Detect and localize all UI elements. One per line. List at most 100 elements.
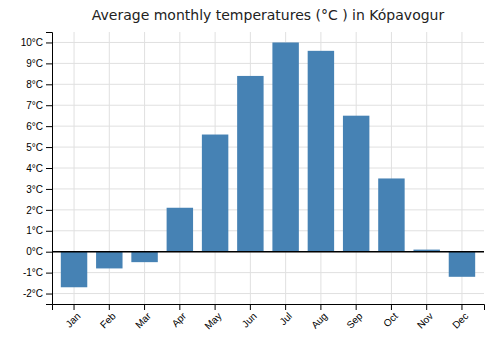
tick-mark: [144, 304, 145, 310]
grid-line: [52, 168, 484, 169]
tick-label: 4°C: [26, 163, 43, 174]
tick: Sep: [344, 304, 365, 331]
tick-mark: [46, 189, 52, 190]
bar: [96, 252, 122, 269]
bar: [308, 51, 334, 252]
tick: Jun: [240, 304, 259, 330]
tick-label: 8°C: [26, 79, 43, 90]
tick: 10°C: [21, 37, 52, 48]
tick-mark: [285, 304, 286, 310]
grid-line: [52, 63, 484, 64]
tick-mark: [426, 304, 427, 310]
tick-mark: [46, 252, 52, 253]
tick-mark: [461, 304, 462, 310]
grid-line: [52, 272, 484, 273]
bar: [449, 252, 475, 277]
tick: Jan: [63, 304, 82, 330]
tick-label: 3°C: [26, 184, 43, 195]
tick: May: [202, 304, 223, 332]
tick: 7°C: [26, 100, 52, 111]
zero-line: [52, 251, 484, 253]
tick-label: Feb: [98, 310, 118, 330]
bar: [237, 76, 263, 252]
grid-line: [52, 42, 484, 43]
tick: 2°C: [26, 205, 52, 216]
grid-line: [52, 147, 484, 148]
tick: 6°C: [26, 121, 52, 132]
tick-mark: [46, 105, 52, 106]
bar: [167, 208, 193, 252]
tick-label: Nov: [415, 310, 435, 330]
tick-mark: [46, 126, 52, 127]
tick-mark: [46, 210, 52, 211]
grid-line: [52, 230, 484, 231]
tick: 9°C: [26, 58, 52, 69]
tick-label: Jan: [63, 310, 82, 329]
tick-label: Jun: [240, 310, 259, 329]
tick-label: 9°C: [26, 58, 43, 69]
tick-mark: [46, 231, 52, 232]
tick-label: -1°C: [23, 267, 43, 278]
grid-line: [52, 209, 484, 210]
tick: Dec: [450, 304, 470, 331]
title: Average monthly temperatures (°C ) in Kó…: [92, 7, 445, 23]
bar: [343, 116, 369, 252]
tick-mark: [356, 304, 357, 310]
tick-mark: [46, 294, 52, 295]
tick: 1°C: [26, 225, 52, 236]
tick: Oct: [381, 304, 400, 329]
tick-mark: [250, 304, 251, 310]
grid: [52, 32, 484, 304]
chart: -2°C-1°C0°C1°C2°C3°C4°C5°C6°C7°C8°C9°C10…: [0, 0, 500, 350]
bar: [131, 252, 157, 262]
tick-label: Mar: [133, 310, 153, 330]
tick: 8°C: [26, 79, 52, 90]
tick-label: 0°C: [26, 246, 43, 257]
grid-line: [52, 84, 484, 85]
tick: Apr: [170, 304, 189, 329]
tick-label: 1°C: [26, 225, 43, 236]
tick-label: Apr: [170, 310, 189, 329]
axis-line: [53, 305, 485, 311]
tick: Mar: [133, 304, 153, 330]
tick-label: Dec: [450, 310, 470, 330]
tick: Feb: [98, 304, 118, 330]
y-axis: -2°C-1°C0°C1°C2°C3°C4°C5°C6°C7°C8°C9°C10…: [21, 33, 53, 305]
grid-line: [52, 126, 484, 127]
tick-label: 7°C: [26, 100, 43, 111]
tick-mark: [46, 84, 52, 85]
tick-mark: [46, 168, 52, 169]
grid-line: [52, 293, 484, 294]
tick-mark: [179, 304, 180, 310]
tick-mark: [46, 42, 52, 43]
x-axis: Jan Feb Mar Apr May Jun Jul Aug Sep Oct Nov Dec: [53, 304, 485, 332]
grid-line: [52, 251, 484, 252]
axis-line: [46, 33, 53, 305]
tick: 4°C: [26, 163, 52, 174]
tick-label: Oct: [381, 310, 400, 329]
grid-line: [426, 32, 427, 304]
tick: Jul: [277, 304, 294, 327]
grid-line: [391, 32, 392, 304]
tick-label: Sep: [344, 310, 365, 331]
bar: [61, 252, 87, 288]
tick: Aug: [309, 304, 329, 331]
tick-label: Aug: [309, 310, 329, 330]
tick-mark: [74, 304, 75, 310]
tick-label: 2°C: [26, 205, 43, 216]
tick: 0°C: [26, 246, 52, 257]
tick-mark: [109, 304, 110, 310]
tick-mark: [320, 304, 321, 310]
tick-label: 5°C: [26, 142, 43, 153]
tick-mark: [215, 304, 216, 310]
tick-mark: [46, 63, 52, 64]
tick-mark: [46, 147, 52, 148]
tick-mark: [391, 304, 392, 310]
bars: [61, 42, 475, 287]
grid-line: [179, 32, 180, 304]
tick: Nov: [415, 304, 435, 331]
plot: -2°C-1°C0°C1°C2°C3°C4°C5°C6°C7°C8°C9°C10…: [21, 32, 485, 332]
tick-label: May: [202, 310, 223, 331]
bar: [202, 135, 228, 252]
tick-label: 10°C: [21, 37, 43, 48]
